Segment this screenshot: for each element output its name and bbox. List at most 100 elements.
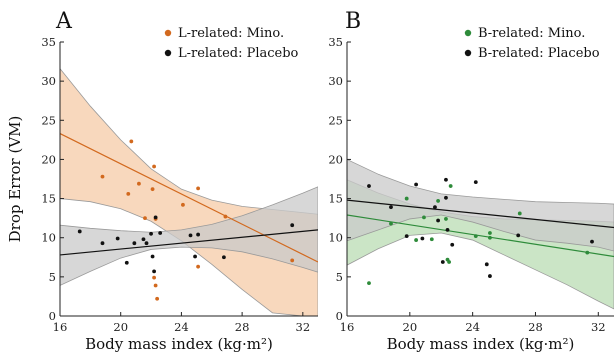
data-point-series-0 xyxy=(585,250,590,255)
panel-label: A xyxy=(55,9,73,34)
data-point-series-1 xyxy=(222,255,226,260)
data-point-series-0 xyxy=(290,258,295,263)
data-point-series-0 xyxy=(448,184,453,188)
data-point-series-0 xyxy=(129,139,134,144)
data-point-series-1 xyxy=(516,233,521,238)
ci-band-0 xyxy=(60,67,318,316)
data-point-series-0 xyxy=(152,164,156,169)
data-point-series-0 xyxy=(444,217,448,221)
data-point-series-0 xyxy=(137,181,141,186)
panel-b: 0 5 10 15 20 25 30 35 16 20 24 28 32 Body mass index … xyxy=(328,9,614,353)
data-point-series-1 xyxy=(77,229,82,234)
x-tick-label: 32 xyxy=(296,320,311,334)
data-point-series-1 xyxy=(149,231,153,236)
y-tick-label: 35 xyxy=(41,35,56,49)
y-axis-label: Drop Error (VM) xyxy=(6,116,24,243)
legend-label: B-related: Mino. xyxy=(478,26,585,41)
data-point-series-1 xyxy=(193,254,197,259)
data-point-series-0 xyxy=(152,275,156,280)
y-tick-label: 20 xyxy=(41,152,56,166)
x-tick-label: 24 xyxy=(174,320,189,334)
data-point-series-1 xyxy=(420,236,425,241)
data-point-series-0 xyxy=(100,174,105,179)
data-point-series-0 xyxy=(473,234,478,239)
data-point-series-1 xyxy=(367,184,371,188)
data-point-series-1 xyxy=(158,231,163,235)
data-point-series-1 xyxy=(100,241,105,246)
data-point-series-1 xyxy=(132,241,137,246)
data-point-series-1 xyxy=(445,227,450,232)
x-tick-label: 20 xyxy=(403,320,418,334)
legend-marker xyxy=(464,29,472,37)
data-point-series-1 xyxy=(433,205,437,210)
data-point-series-0 xyxy=(389,221,393,226)
data-point-series-1 xyxy=(152,269,156,274)
data-point-series-1 xyxy=(115,236,120,241)
data-point-series-0 xyxy=(488,235,492,240)
fit-line-1 xyxy=(60,229,318,256)
data-point-series-1 xyxy=(188,233,193,238)
data-point-series-0 xyxy=(223,214,228,219)
data-point-series-1 xyxy=(196,232,201,237)
x-tick-label: 16 xyxy=(340,320,355,334)
data-point-series-1 xyxy=(473,180,478,185)
data-point-series-1 xyxy=(290,223,295,228)
y-tick-label: 5 xyxy=(336,270,343,284)
fit-line-0 xyxy=(60,133,318,263)
y-tick-label: 15 xyxy=(328,192,343,206)
data-point-series-0 xyxy=(196,186,201,191)
y-tick-label: 10 xyxy=(328,231,343,245)
data-point-series-1 xyxy=(484,262,489,267)
data-point-series-1 xyxy=(436,218,440,223)
data-point-series-1 xyxy=(153,215,158,220)
data-point-series-0 xyxy=(404,196,409,201)
x-tick-label: 20 xyxy=(113,320,128,334)
x-tick-label: 32 xyxy=(591,320,606,334)
data-point-series-0 xyxy=(181,202,185,207)
data-point-series-0 xyxy=(155,296,160,301)
fit-line-1 xyxy=(347,199,614,229)
y-tick-label: 20 xyxy=(328,152,343,166)
x-tick-label: 16 xyxy=(53,320,68,334)
data-point-series-1 xyxy=(450,242,455,247)
ci-band-1 xyxy=(347,158,614,252)
data-point-series-1 xyxy=(141,237,146,242)
x-tick-label: 28 xyxy=(528,320,543,334)
data-point-series-0 xyxy=(429,237,434,242)
data-point-series-0 xyxy=(447,260,451,264)
y-tick-label: 25 xyxy=(328,113,343,127)
legend-label: L-related: Placebo xyxy=(178,46,299,61)
x-axis-label: Body mass index (kg·m²) xyxy=(387,335,575,353)
data-point-series-1 xyxy=(144,241,149,246)
x-tick-label: 24 xyxy=(465,320,480,334)
x-tick-label: 28 xyxy=(235,320,250,334)
data-point-series-0 xyxy=(367,281,371,286)
data-point-series-0 xyxy=(196,264,201,269)
y-tick-label: 5 xyxy=(49,270,56,284)
legend-label: L-related: Mino. xyxy=(178,26,284,41)
y-tick-label: 0 xyxy=(49,309,56,323)
y-tick-label: 30 xyxy=(328,74,343,88)
legend-marker xyxy=(164,29,172,37)
data-point-series-0 xyxy=(414,238,419,242)
data-point-series-1 xyxy=(404,234,409,239)
data-point-series-0 xyxy=(153,283,158,288)
data-point-series-0 xyxy=(150,187,155,192)
legend-marker xyxy=(164,49,172,57)
legend-marker xyxy=(464,49,472,57)
y-tick-label: 35 xyxy=(328,35,343,49)
panel-a: 0 5 10 15 20 25 30 35 16 20 24 28 32 Body mass index … xyxy=(6,9,318,353)
panel-label: B xyxy=(345,9,361,34)
data-point-series-0 xyxy=(488,231,492,235)
data-point-series-1 xyxy=(590,239,594,244)
legend-label: B-related: Placebo xyxy=(478,46,600,61)
y-tick-label: 15 xyxy=(41,192,56,206)
data-point-series-0 xyxy=(517,211,522,216)
data-point-series-1 xyxy=(389,205,393,210)
data-point-series-1 xyxy=(444,177,448,182)
data-point-series-1 xyxy=(488,274,492,278)
data-point-series-0 xyxy=(436,199,440,203)
data-point-series-1 xyxy=(124,260,129,265)
y-tick-label: 0 xyxy=(336,309,343,323)
